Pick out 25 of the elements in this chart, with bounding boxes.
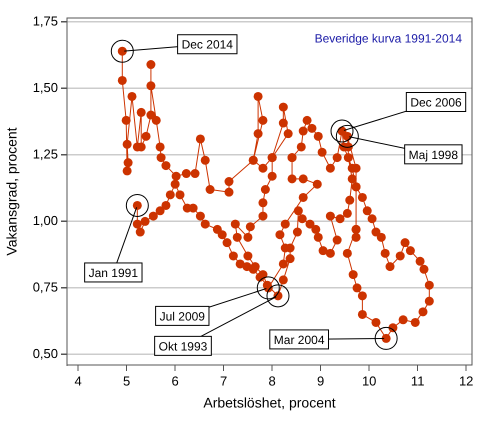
text: Beveridge kurva 1991-2014 <box>314 31 462 46</box>
y-tick-label: 0,50 <box>32 346 58 361</box>
x-tick-label: 9 <box>317 373 324 388</box>
x-tick-label: 10 <box>362 373 376 388</box>
y-tick-label: 1,00 <box>32 212 58 228</box>
y-tick-label: 1,25 <box>32 146 58 162</box>
x-axis-title: Arbetslöshet, procent <box>203 394 336 410</box>
annotation: Jul 2009 <box>160 309 206 324</box>
x-tick-label: 12 <box>458 373 474 388</box>
x-tick-label: 5 <box>123 373 130 388</box>
x-tick-label: 6 <box>172 373 179 388</box>
x-tick-label: 8 <box>268 373 276 388</box>
y-tick-label: 1,50 <box>32 80 58 96</box>
x-tick-label: 11 <box>410 373 424 388</box>
x-tick-label: 7 <box>220 373 228 388</box>
y-tick-label: 1,75 <box>32 14 58 29</box>
annotation: Jan 1991 <box>88 266 138 280</box>
annotation: Mar 2004 <box>274 332 325 347</box>
y-tick-label: 0,75 <box>32 279 58 294</box>
annotation: Dec 2006 <box>410 96 462 110</box>
annotation: Maj 1998 <box>408 148 458 162</box>
x-tick-label: 4 <box>74 373 82 388</box>
annotation: Dec 2014 <box>182 38 234 52</box>
y-axis-title: Vakansgrad, procent <box>3 127 20 256</box>
annotation: Okt 1993 <box>158 339 208 354</box>
